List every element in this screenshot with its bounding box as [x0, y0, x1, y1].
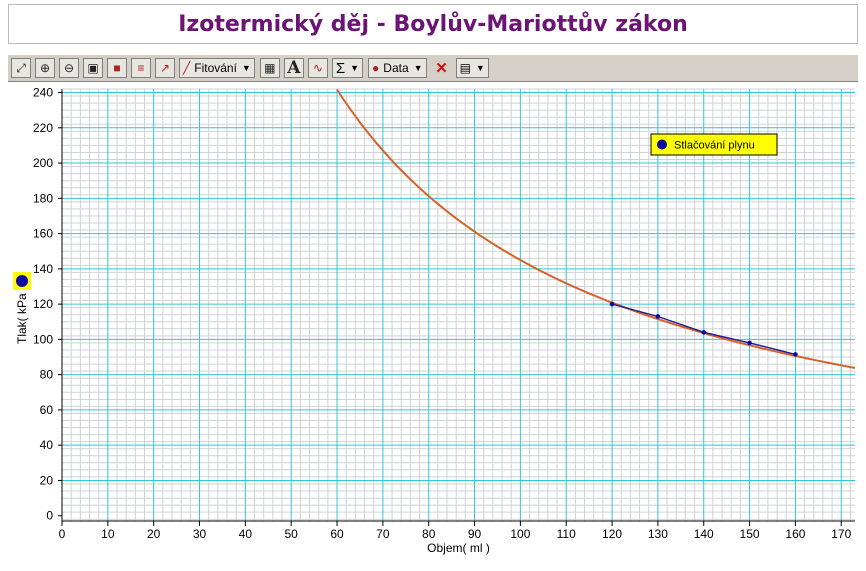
y-tick-label: 180	[33, 191, 53, 205]
y-tick-label: 0	[46, 509, 53, 523]
tangent-icon[interactable]: ↗	[155, 58, 175, 78]
legend-marker-icon	[657, 139, 667, 150]
chevron-down-icon: ▼	[475, 63, 485, 73]
series-marker-badge	[13, 272, 31, 290]
axis-icon[interactable]: ≡	[131, 58, 151, 78]
x-tick-label: 90	[468, 527, 482, 541]
x-tick-label: 0	[59, 527, 66, 541]
y-tick-label: 220	[33, 121, 53, 135]
fit-dropdown-label: Fitování	[194, 61, 237, 75]
x-tick-label: 150	[740, 527, 760, 541]
draw-icon[interactable]: ∿	[307, 58, 328, 78]
x-tick-label: 140	[694, 527, 714, 541]
fit-curve	[336, 89, 856, 369]
zoom-box-icon[interactable]: ▣	[83, 58, 103, 78]
x-tick-label: 100	[510, 527, 530, 541]
zoom-out-icon[interactable]: ⊖	[59, 58, 79, 78]
y-tick-label: 120	[33, 297, 53, 311]
y-tick-label: 240	[33, 86, 53, 100]
legend[interactable]: Stlačování plynu	[650, 133, 778, 156]
lock-icon[interactable]: ■	[107, 58, 127, 78]
chevron-down-icon: ▼	[241, 63, 251, 73]
data-point[interactable]	[655, 314, 661, 319]
toolbar: ⤢ ⊕ ⊖ ▣ ■ ≡ ↗ ╱ Fitování ▼ ▦ A ∿ Σ ▼ ● D…	[8, 54, 858, 82]
y-tick-label: 80	[40, 368, 54, 382]
y-axis-label: Tlak( kPa )	[15, 286, 29, 344]
x-tick-label: 110	[557, 527, 576, 541]
autoscale-icon[interactable]: ⤢	[11, 58, 31, 78]
x-tick-labels: 0 10 20 30 40 50 60 70 80 90 100 110 120 130 140 150 160…	[59, 521, 852, 541]
x-tick-label: 130	[648, 527, 668, 541]
x-tick-label: 50	[285, 527, 299, 541]
zoom-in-icon[interactable]: ⊕	[35, 58, 55, 78]
y-tick-label: 100	[33, 332, 53, 346]
x-tick-label: 10	[101, 527, 115, 541]
y-tick-label: 20	[40, 473, 54, 487]
text-icon[interactable]: A	[283, 58, 304, 78]
x-tick-label: 120	[602, 527, 622, 541]
chevron-down-icon: ▼	[350, 63, 360, 73]
x-tick-label: 60	[330, 527, 344, 541]
statistics-dropdown[interactable]: Σ ▼	[331, 58, 364, 78]
sigma-icon: Σ	[335, 59, 346, 77]
chart-title: Izotermický děj - Boylův-Mariottův zákon	[178, 11, 688, 37]
grid-options-dropdown[interactable]: ▤ ▼	[455, 58, 489, 78]
chart-title-box: Izotermický děj - Boylův-Mariottův zákon	[8, 4, 858, 44]
data-points[interactable]	[609, 301, 798, 357]
data-icon: ●	[372, 61, 380, 75]
y-tick-label: 160	[33, 227, 53, 241]
grid-options-icon: ▤	[459, 61, 471, 75]
delete-icon[interactable]: ✕	[435, 59, 448, 77]
legend-box	[650, 133, 778, 156]
data-point[interactable]	[747, 340, 752, 346]
x-tick-label: 20	[147, 527, 161, 541]
series-badge-dot	[16, 275, 28, 287]
y-tick-labels: 0 20 40 60 80 100 120 140 160 180 200 220 240	[33, 86, 62, 523]
x-tick-label: 70	[376, 527, 390, 541]
y-tick-label: 40	[40, 438, 54, 452]
legend-label: Stlačování plynu	[674, 140, 755, 152]
x-axis-label: Objem( ml )	[427, 541, 490, 555]
fit-dropdown[interactable]: ╱ Fitování ▼	[179, 58, 255, 78]
x-tick-label: 40	[239, 527, 253, 541]
x-tick-label: 160	[785, 527, 805, 541]
minor-grid	[62, 88, 855, 521]
major-grid	[62, 89, 855, 521]
data-dropdown[interactable]: ● Data ▼	[368, 58, 427, 78]
x-tick-label: 170	[831, 527, 851, 541]
axes	[61, 89, 855, 522]
data-point[interactable]	[701, 330, 707, 335]
data-dropdown-label: Data	[383, 61, 409, 75]
data-point[interactable]	[609, 301, 615, 307]
chevron-down-icon: ▼	[413, 63, 423, 73]
fit-icon: ╱	[183, 61, 191, 75]
chart-area[interactable]: 0 10 20 30 40 50 60 70 80 90 100 110 120 130 140 150 160…	[0, 82, 866, 571]
y-tick-label: 60	[40, 403, 54, 417]
y-tick-label: 200	[33, 156, 53, 170]
x-tick-label: 30	[193, 527, 207, 541]
calculator-icon[interactable]: ▦	[259, 58, 280, 78]
y-tick-label: 140	[33, 262, 53, 276]
data-point[interactable]	[793, 352, 798, 357]
x-tick-label: 80	[422, 527, 436, 541]
